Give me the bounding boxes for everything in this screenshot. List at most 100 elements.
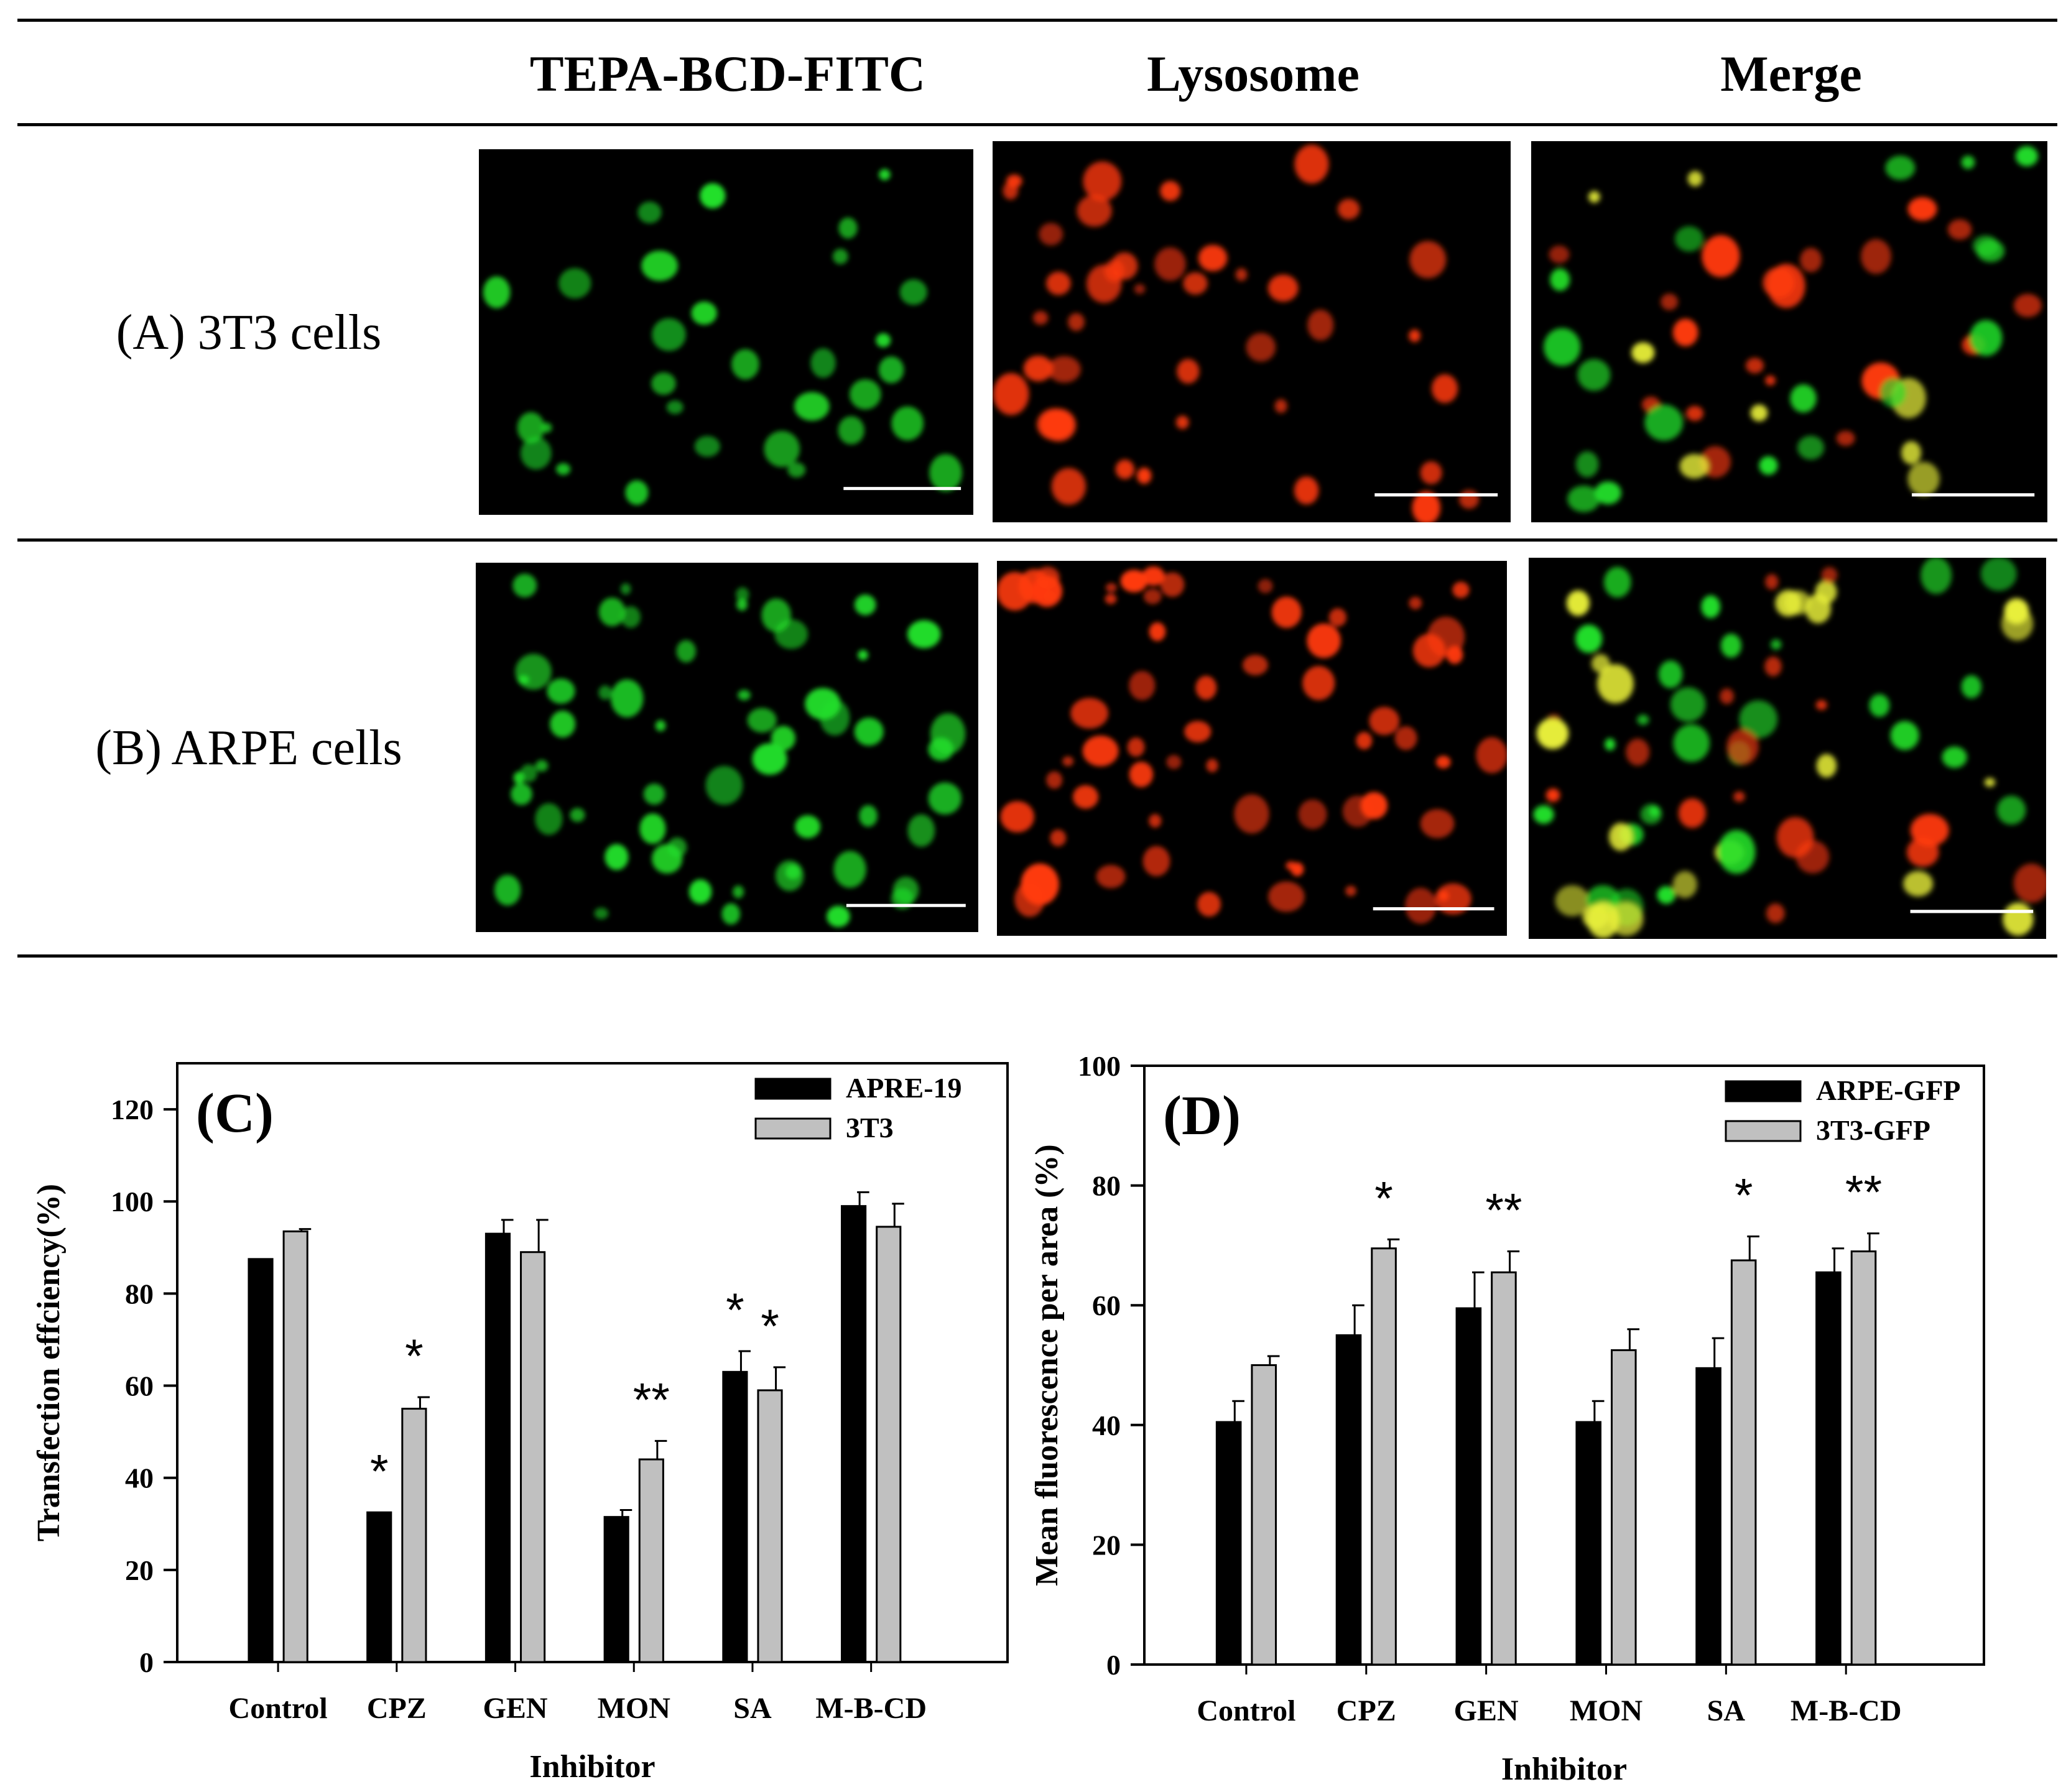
cell	[1077, 195, 1112, 227]
significance-marker: **	[633, 1374, 670, 1426]
cell	[833, 851, 866, 888]
cell-cluster	[483, 169, 962, 506]
cell	[1673, 724, 1710, 762]
cell	[1149, 622, 1166, 642]
cell	[1023, 355, 1054, 382]
cell	[1970, 320, 2003, 356]
significance-marker: *	[370, 1445, 389, 1498]
cell	[1750, 404, 1768, 422]
legend-label: 3T3	[846, 1112, 894, 1143]
cell	[1996, 795, 2026, 825]
cell	[1175, 415, 1189, 430]
chart-d-fluorescence: 0 20 40 60 80 100 Control CPZ GEN MON SA M-B-CD * ** *…	[1020, 1020, 2071, 1792]
cell	[1555, 885, 1590, 917]
cell	[859, 805, 878, 827]
cell	[1800, 247, 1822, 272]
x-tick-label: M-B-CD	[815, 1692, 927, 1725]
cell	[1739, 700, 1778, 739]
cell	[1154, 247, 1186, 281]
cell	[535, 803, 563, 835]
cell	[1136, 467, 1152, 484]
cell	[1973, 235, 1999, 256]
cell	[1720, 688, 1735, 704]
cell	[1129, 671, 1156, 701]
cell	[738, 690, 751, 701]
significance-marker: *	[1735, 1169, 1753, 1222]
cell	[517, 412, 545, 443]
cell-cluster	[993, 144, 1480, 522]
cell-cluster	[494, 573, 966, 928]
cell	[1701, 595, 1721, 619]
cell	[1271, 596, 1302, 629]
cell	[736, 598, 748, 611]
cell	[1687, 170, 1703, 187]
plot-frame	[176, 1062, 1009, 1663]
cell	[1105, 583, 1117, 593]
cell	[1763, 267, 1795, 298]
cell	[1302, 666, 1335, 700]
cell	[1670, 687, 1706, 722]
cell	[1733, 791, 1745, 802]
micrograph-3t3-fitc	[479, 149, 973, 515]
cell	[993, 372, 1029, 415]
cell	[1575, 624, 1603, 654]
y-tick-label: 60	[125, 1370, 154, 1402]
cell	[1797, 435, 1825, 460]
cell	[1961, 675, 1982, 698]
x-tick-label: CPZ	[1337, 1694, 1396, 1727]
cell	[1679, 453, 1710, 479]
cell	[1267, 274, 1299, 302]
cell	[832, 249, 848, 264]
cell	[1603, 566, 1631, 598]
cell-cluster	[1544, 145, 2042, 512]
bar	[876, 1226, 902, 1663]
x-tick-label: CPZ	[367, 1692, 427, 1725]
cell	[892, 876, 919, 904]
micrograph-arpe-fitc	[476, 563, 978, 932]
cell	[907, 814, 935, 847]
cell	[1759, 456, 1778, 475]
cell	[795, 815, 821, 839]
column-header-fitc: TEPA-BCD-FITC	[529, 45, 926, 102]
cell	[721, 903, 741, 925]
cell	[1420, 809, 1455, 838]
cell	[1160, 572, 1185, 598]
cell	[1644, 404, 1684, 441]
bar	[1695, 1367, 1721, 1666]
row-label-3t3: (A) 3T3 cells	[116, 305, 382, 360]
cell	[1805, 593, 1832, 624]
x-axis-title: Inhibitor	[529, 1749, 655, 1785]
cell	[787, 462, 806, 478]
cell	[1672, 871, 1697, 898]
scale-bar	[1373, 907, 1494, 911]
cell	[891, 406, 924, 441]
bar	[484, 1232, 511, 1663]
y-tick-label: 100	[1078, 1050, 1121, 1082]
cell	[1608, 902, 1644, 936]
cell	[1815, 700, 1827, 710]
cell	[1661, 293, 1679, 310]
cell	[1575, 451, 1599, 478]
cell	[1765, 375, 1776, 386]
cell	[854, 718, 884, 746]
cell	[1869, 694, 1890, 717]
cell	[1127, 737, 1145, 757]
bar	[282, 1230, 308, 1663]
cell	[494, 874, 521, 906]
cell	[1142, 566, 1165, 586]
cell	[733, 885, 744, 898]
cell	[1702, 234, 1740, 277]
bar	[248, 1258, 274, 1663]
cell	[1328, 608, 1347, 627]
cell	[1566, 590, 1590, 616]
cell	[1458, 490, 1480, 509]
cell	[1242, 655, 1268, 676]
significance-marker: **	[1485, 1185, 1522, 1237]
bar	[1815, 1271, 1842, 1666]
cell	[700, 183, 726, 209]
cell	[752, 743, 787, 775]
cell	[1765, 574, 1779, 590]
cell	[1567, 485, 1600, 512]
y-axis-title: Mean fluorescence per area (%)	[1029, 1144, 1065, 1586]
cell	[605, 844, 629, 871]
